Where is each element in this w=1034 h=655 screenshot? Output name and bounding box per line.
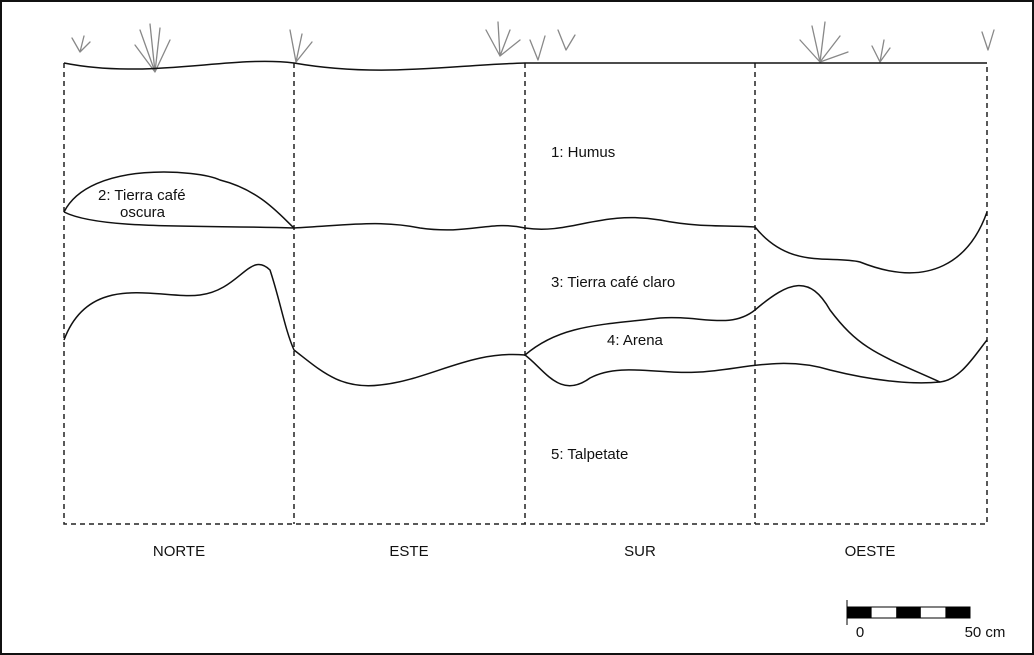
wall-label: OESTE xyxy=(845,543,896,560)
layer-label: 2: Tierra café xyxy=(98,187,186,204)
scale-label: 50 cm xyxy=(965,624,1006,641)
layer-label: oscura xyxy=(120,204,166,221)
grass xyxy=(71,21,995,73)
scale-bar xyxy=(846,600,971,625)
wall-label: NORTE xyxy=(153,543,205,560)
layer-label: 1: Humus xyxy=(551,144,615,161)
wall-label: SUR xyxy=(624,543,656,560)
layer-label: 5: Talpetate xyxy=(551,446,628,463)
scale-label: 0 xyxy=(856,624,864,641)
section-grid xyxy=(63,63,988,525)
layer-label: 3: Tierra café claro xyxy=(551,274,675,291)
layer-label: 4: Arena xyxy=(607,332,664,349)
wall-label: ESTE xyxy=(389,543,428,560)
horizon-lines xyxy=(63,60,988,387)
